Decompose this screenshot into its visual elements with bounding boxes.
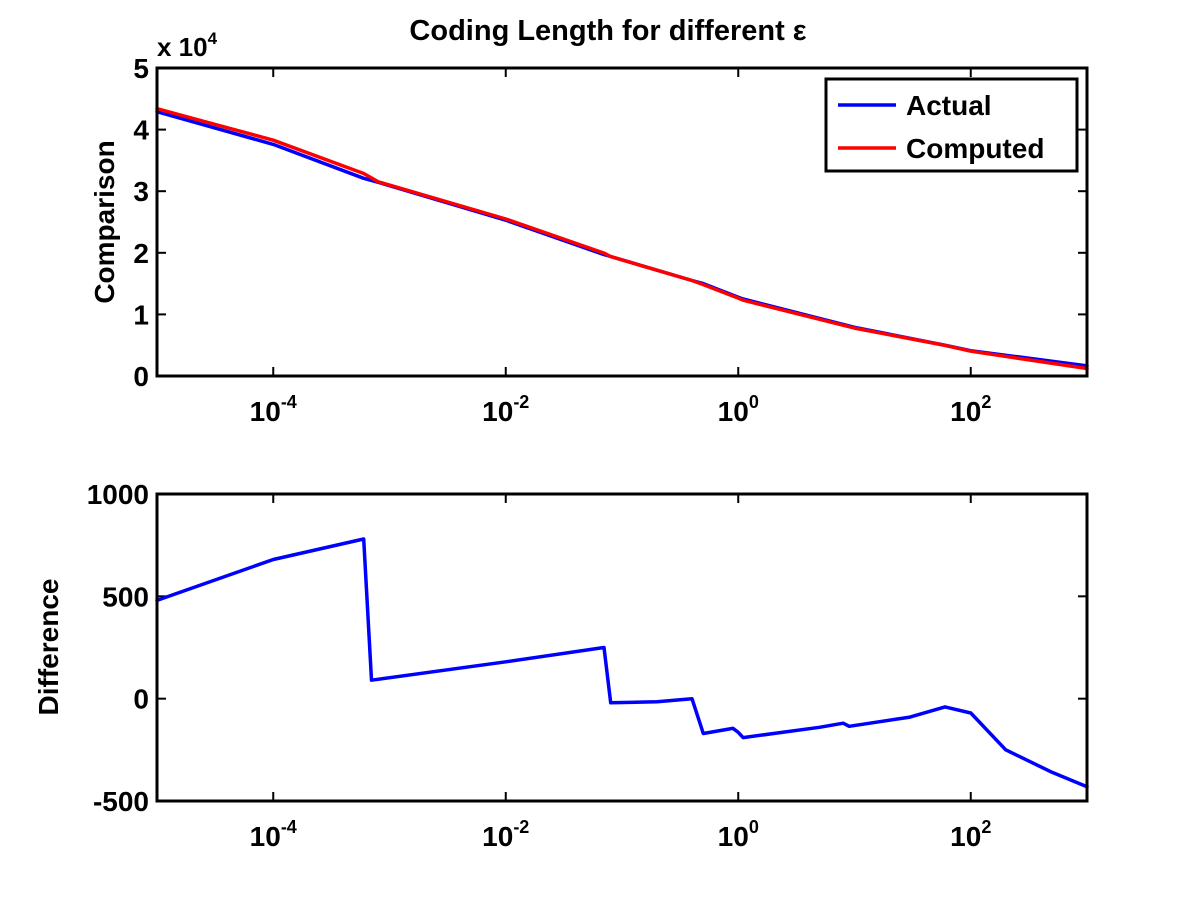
bottom-ticks: 10-4 10-2 100 102 -500 0 500 1000: [87, 479, 1087, 852]
x-tick-label: 10-4: [250, 392, 297, 427]
y-tick-label: 5: [133, 53, 149, 84]
y-tick-label: -500: [93, 786, 149, 817]
x-tick-label: 102: [950, 392, 991, 427]
chart-title: Coding Length for different ε: [409, 15, 806, 47]
difference-chart: Difference 10-4 10-2 100 102 -500 0 500 1000: [33, 479, 1089, 852]
legend-box: [824, 77, 1079, 173]
y-axis-label: Difference: [33, 579, 64, 716]
y-tick-label: 4: [133, 115, 149, 146]
legend-label-actual: Actual: [906, 90, 992, 121]
y-tick-label: 0: [133, 684, 149, 715]
x-tick-label: 10-2: [482, 817, 529, 852]
x-tick-label: 102: [950, 817, 991, 852]
x-tick-label: 10-4: [250, 817, 297, 852]
top-axes-frame: [155, 66, 1089, 378]
bottom-series: [155, 537, 1089, 789]
y-tick-label: 1: [133, 299, 149, 330]
x-tick-label: 100: [718, 392, 759, 427]
y-multiplier-base: x 10: [157, 32, 208, 62]
y-axis-label: Comparison: [89, 140, 120, 303]
series-line-computed: [155, 106, 1089, 371]
legend-label-computed: Computed: [906, 133, 1044, 164]
y-tick-label: 3: [133, 176, 149, 207]
top-series: [155, 106, 1089, 371]
x-tick-label: 100: [718, 817, 759, 852]
series-line-difference: [155, 537, 1089, 789]
y-tick-label: 1000: [87, 479, 149, 510]
y-tick-label: 500: [102, 581, 149, 612]
y-tick-label: 2: [133, 238, 149, 269]
y-multiplier-exponent: 4: [208, 29, 218, 48]
x-tick-label: 10-2: [482, 392, 529, 427]
bottom-axes-frame: [155, 492, 1089, 803]
legend: Actual Computed: [824, 77, 1079, 173]
y-multiplier-label: x 104: [157, 29, 218, 62]
comparison-chart: Coding Length for different ε x 104 Comp…: [89, 15, 1089, 427]
y-tick-label: 0: [133, 361, 149, 392]
